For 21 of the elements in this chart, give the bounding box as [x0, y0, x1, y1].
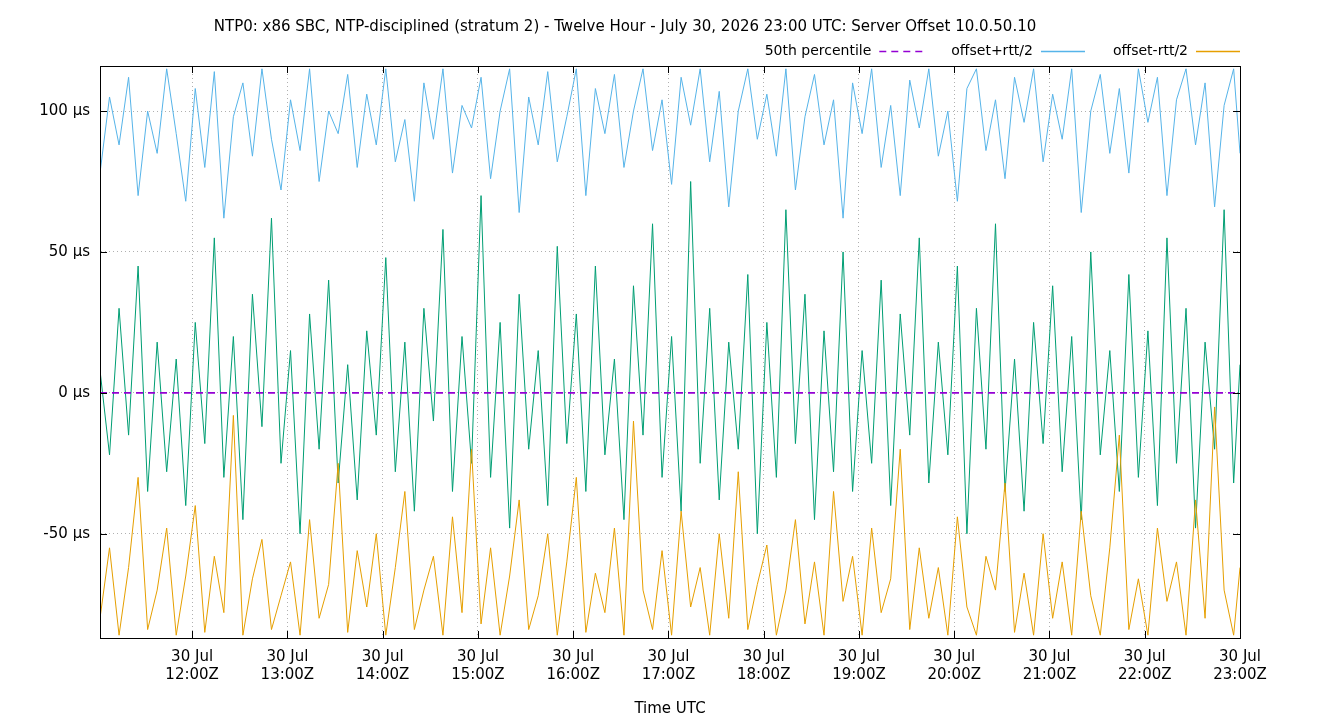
x-axis-title: Time UTC	[633, 698, 706, 717]
x-tick-label: 30 Jul 22:00Z	[1117, 646, 1172, 683]
legend-label: 50th percentile	[764, 41, 872, 58]
legend-label: offset-rtt/2	[1112, 41, 1189, 58]
x-tick-label: 30 Jul 12:00Z	[165, 646, 219, 683]
y-tick-label: 0 µs	[58, 382, 91, 401]
legend-label: offset+rtt/2	[951, 41, 1033, 58]
x-tick-label: 30 Jul 19:00Z	[832, 646, 886, 683]
y-tick-label: 100 µs	[39, 100, 91, 119]
x-tick-label: 30 Jul 13:00Z	[260, 646, 315, 683]
x-tick-label: 30 Jul 20:00Z	[927, 646, 981, 683]
x-tick-label: 30 Jul 23:00Z	[1213, 646, 1267, 683]
x-tick-label: 30 Jul 17:00Z	[641, 646, 696, 683]
y-tick-label: -50 µs	[43, 523, 91, 542]
y-tick-label: 50 µs	[48, 241, 91, 260]
x-tick-label: 30 Jul 16:00Z	[546, 646, 600, 683]
x-tick-label: 30 Jul 15:00Z	[451, 646, 505, 683]
x-tick-label: 30 Jul 18:00Z	[736, 646, 791, 683]
x-tick-label: 30 Jul 21:00Z	[1022, 646, 1077, 683]
chart-title: NTP0: x86 SBC, NTP-disciplined (stratum 2) - Twelve Hour - July 30, 2026 23:00 UTC: Server Offset 10.0.50.10	[213, 16, 1037, 35]
x-tick-label: 30 Jul 14:00Z	[355, 646, 410, 683]
